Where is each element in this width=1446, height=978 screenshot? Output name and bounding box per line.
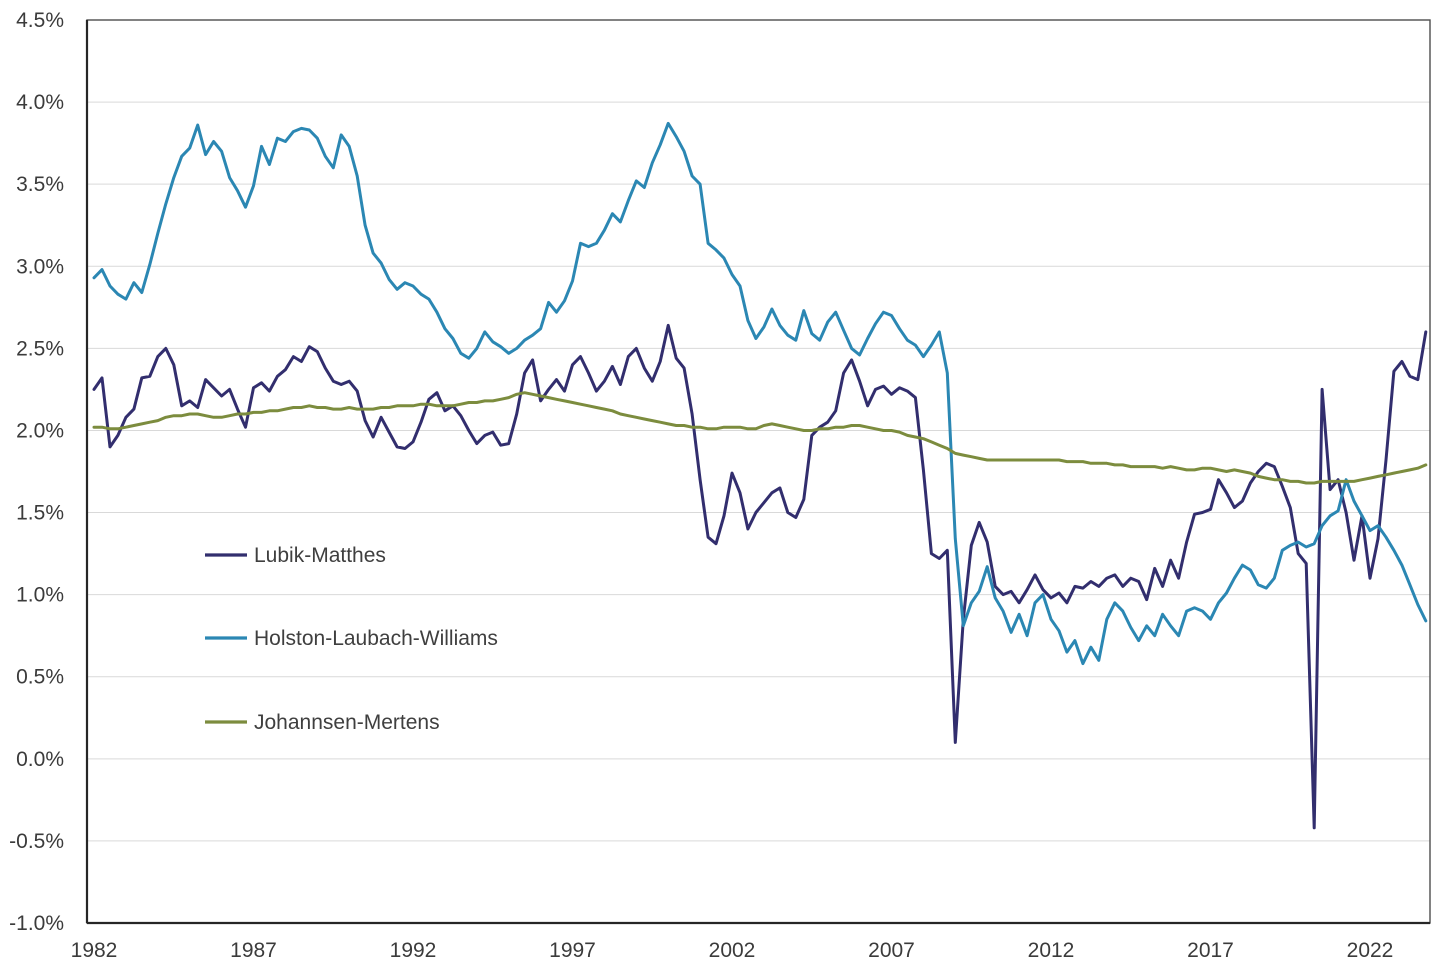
y-tick-label: 2.0% — [16, 419, 64, 442]
x-tick-label: 2002 — [709, 939, 756, 962]
y-tick-label: -1.0% — [9, 912, 64, 935]
x-tick-label: 1982 — [71, 939, 118, 962]
y-tick-label: 1.5% — [16, 502, 64, 525]
x-tick-label: 2007 — [868, 939, 915, 962]
legend-label-holston-laubach-williams: Holston-Laubach-Williams — [254, 627, 498, 650]
x-tick-label: 1997 — [549, 939, 596, 962]
y-tick-label: 4.0% — [16, 91, 64, 114]
legend-label-lubik-matthes: Lubik-Matthes — [254, 544, 386, 567]
series-line-johannsen-mertens — [92, 391, 1428, 485]
y-tick-label: 0.5% — [16, 666, 64, 689]
x-tick-label: 1992 — [390, 939, 437, 962]
series-line-lubik-matthes — [92, 323, 1428, 830]
y-tick-label: 3.0% — [16, 255, 64, 278]
y-tick-label: 0.0% — [16, 748, 64, 771]
x-tick-label: 2022 — [1347, 939, 1394, 962]
y-tick-label: -0.5% — [9, 830, 64, 853]
x-tick-label: 2017 — [1187, 939, 1234, 962]
x-tick-label: 2012 — [1028, 939, 1075, 962]
y-tick-label: 3.5% — [16, 173, 64, 196]
legend-label-johannsen-mertens: Johannsen-Mertens — [254, 711, 440, 734]
y-tick-label: 1.0% — [16, 584, 64, 607]
y-tick-label: 4.5% — [16, 9, 64, 32]
y-tick-label: 2.5% — [16, 337, 64, 360]
x-tick-label: 1987 — [230, 939, 277, 962]
series-line-holston-laubach-williams — [92, 121, 1428, 666]
